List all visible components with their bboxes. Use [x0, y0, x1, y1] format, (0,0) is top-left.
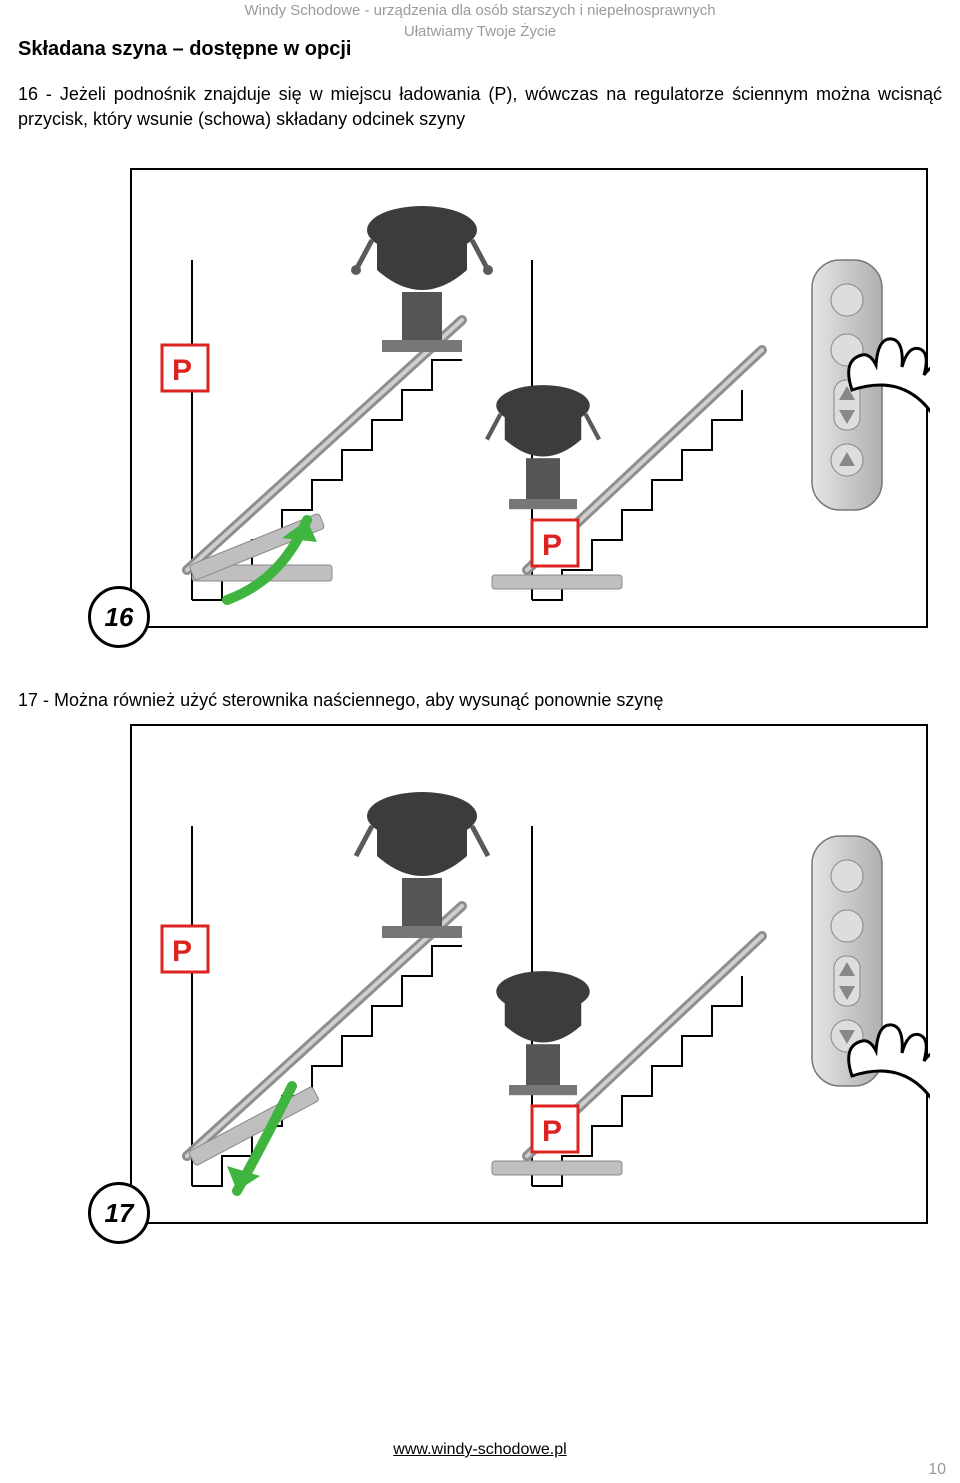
step-badge-16: 16	[88, 586, 150, 648]
figure-16: P	[130, 168, 928, 628]
figure-17: P P	[130, 724, 928, 1224]
p-label: P	[172, 354, 192, 387]
page-number: 10	[928, 1461, 946, 1479]
figure-17-svg: P P	[132, 726, 930, 1226]
svg-text:P: P	[542, 529, 562, 562]
header-block: Windy Schodowe - urządzenia dla osób sta…	[0, 0, 960, 42]
svg-text:P: P	[542, 1115, 562, 1148]
figure-16-svg: P	[132, 170, 930, 630]
section-title: Składana szyna – dostępne w opcji	[18, 38, 351, 61]
step-badge-17: 17	[88, 1182, 150, 1244]
paragraph-17: 17 - Można również użyć sterownika naści…	[18, 688, 942, 713]
svg-text:P: P	[172, 935, 192, 968]
header-line-1: Windy Schodowe - urządzenia dla osób sta…	[0, 0, 960, 21]
footer-url: www.windy-schodowe.pl	[0, 1441, 960, 1459]
paragraph-16: 16 - Jeżeli podnośnik znajduje się w mie…	[18, 82, 942, 132]
page: Windy Schodowe - urządzenia dla osób sta…	[0, 0, 960, 1483]
